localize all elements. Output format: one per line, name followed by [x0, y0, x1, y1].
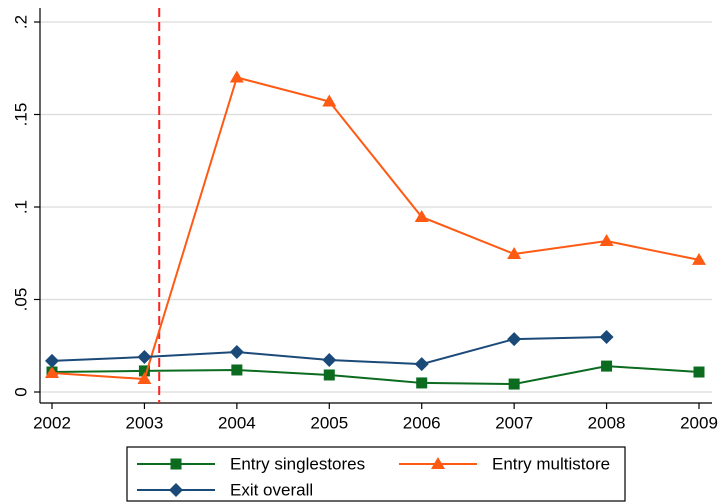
- data-point: [507, 246, 522, 259]
- x-tick-label: 2004: [218, 413, 256, 432]
- x-tick-label: 2008: [588, 413, 626, 432]
- data-point: [508, 378, 520, 390]
- data-point: [323, 369, 335, 381]
- data-point: [507, 332, 522, 347]
- data-point: [414, 357, 429, 372]
- y-tick-label: .05: [11, 288, 30, 312]
- data-point: [229, 70, 244, 83]
- x-tick-label: 2007: [495, 413, 533, 432]
- data-point: [692, 252, 706, 265]
- y-tick-label: .2: [11, 15, 30, 29]
- data-point: [416, 377, 428, 389]
- legend-marker: [170, 458, 182, 470]
- data-point: [599, 330, 614, 345]
- y-tick-label: 0: [11, 387, 30, 396]
- x-tick-label: 2009: [680, 413, 718, 432]
- series-line: [51, 76, 700, 381]
- legend-marker: [169, 483, 183, 497]
- data-point: [322, 352, 337, 367]
- y-tick-label: .15: [11, 103, 30, 127]
- legend-label: Entry multistore: [492, 454, 610, 473]
- legend-label: Exit overall: [230, 480, 313, 499]
- data-point: [693, 366, 705, 378]
- data-point: [231, 364, 243, 376]
- data-point: [138, 365, 150, 377]
- data-point: [229, 345, 244, 360]
- x-tick-label: 2005: [310, 413, 348, 432]
- data-point: [137, 372, 152, 385]
- legend: [126, 446, 626, 502]
- legend-label: Entry singlestores: [230, 454, 365, 473]
- data-point: [322, 94, 337, 107]
- data-point: [137, 350, 152, 365]
- data-point: [45, 353, 59, 368]
- data-point: [45, 365, 59, 378]
- series-line: [51, 365, 700, 386]
- x-tick-label: 2006: [403, 413, 441, 432]
- legend-marker: [431, 457, 445, 469]
- x-tick-label: 2002: [33, 413, 71, 432]
- data-point: [601, 360, 613, 372]
- y-tick-label: .1: [11, 200, 30, 214]
- x-tick-label: 2003: [126, 413, 164, 432]
- data-point: [414, 209, 429, 222]
- data-point: [599, 234, 614, 247]
